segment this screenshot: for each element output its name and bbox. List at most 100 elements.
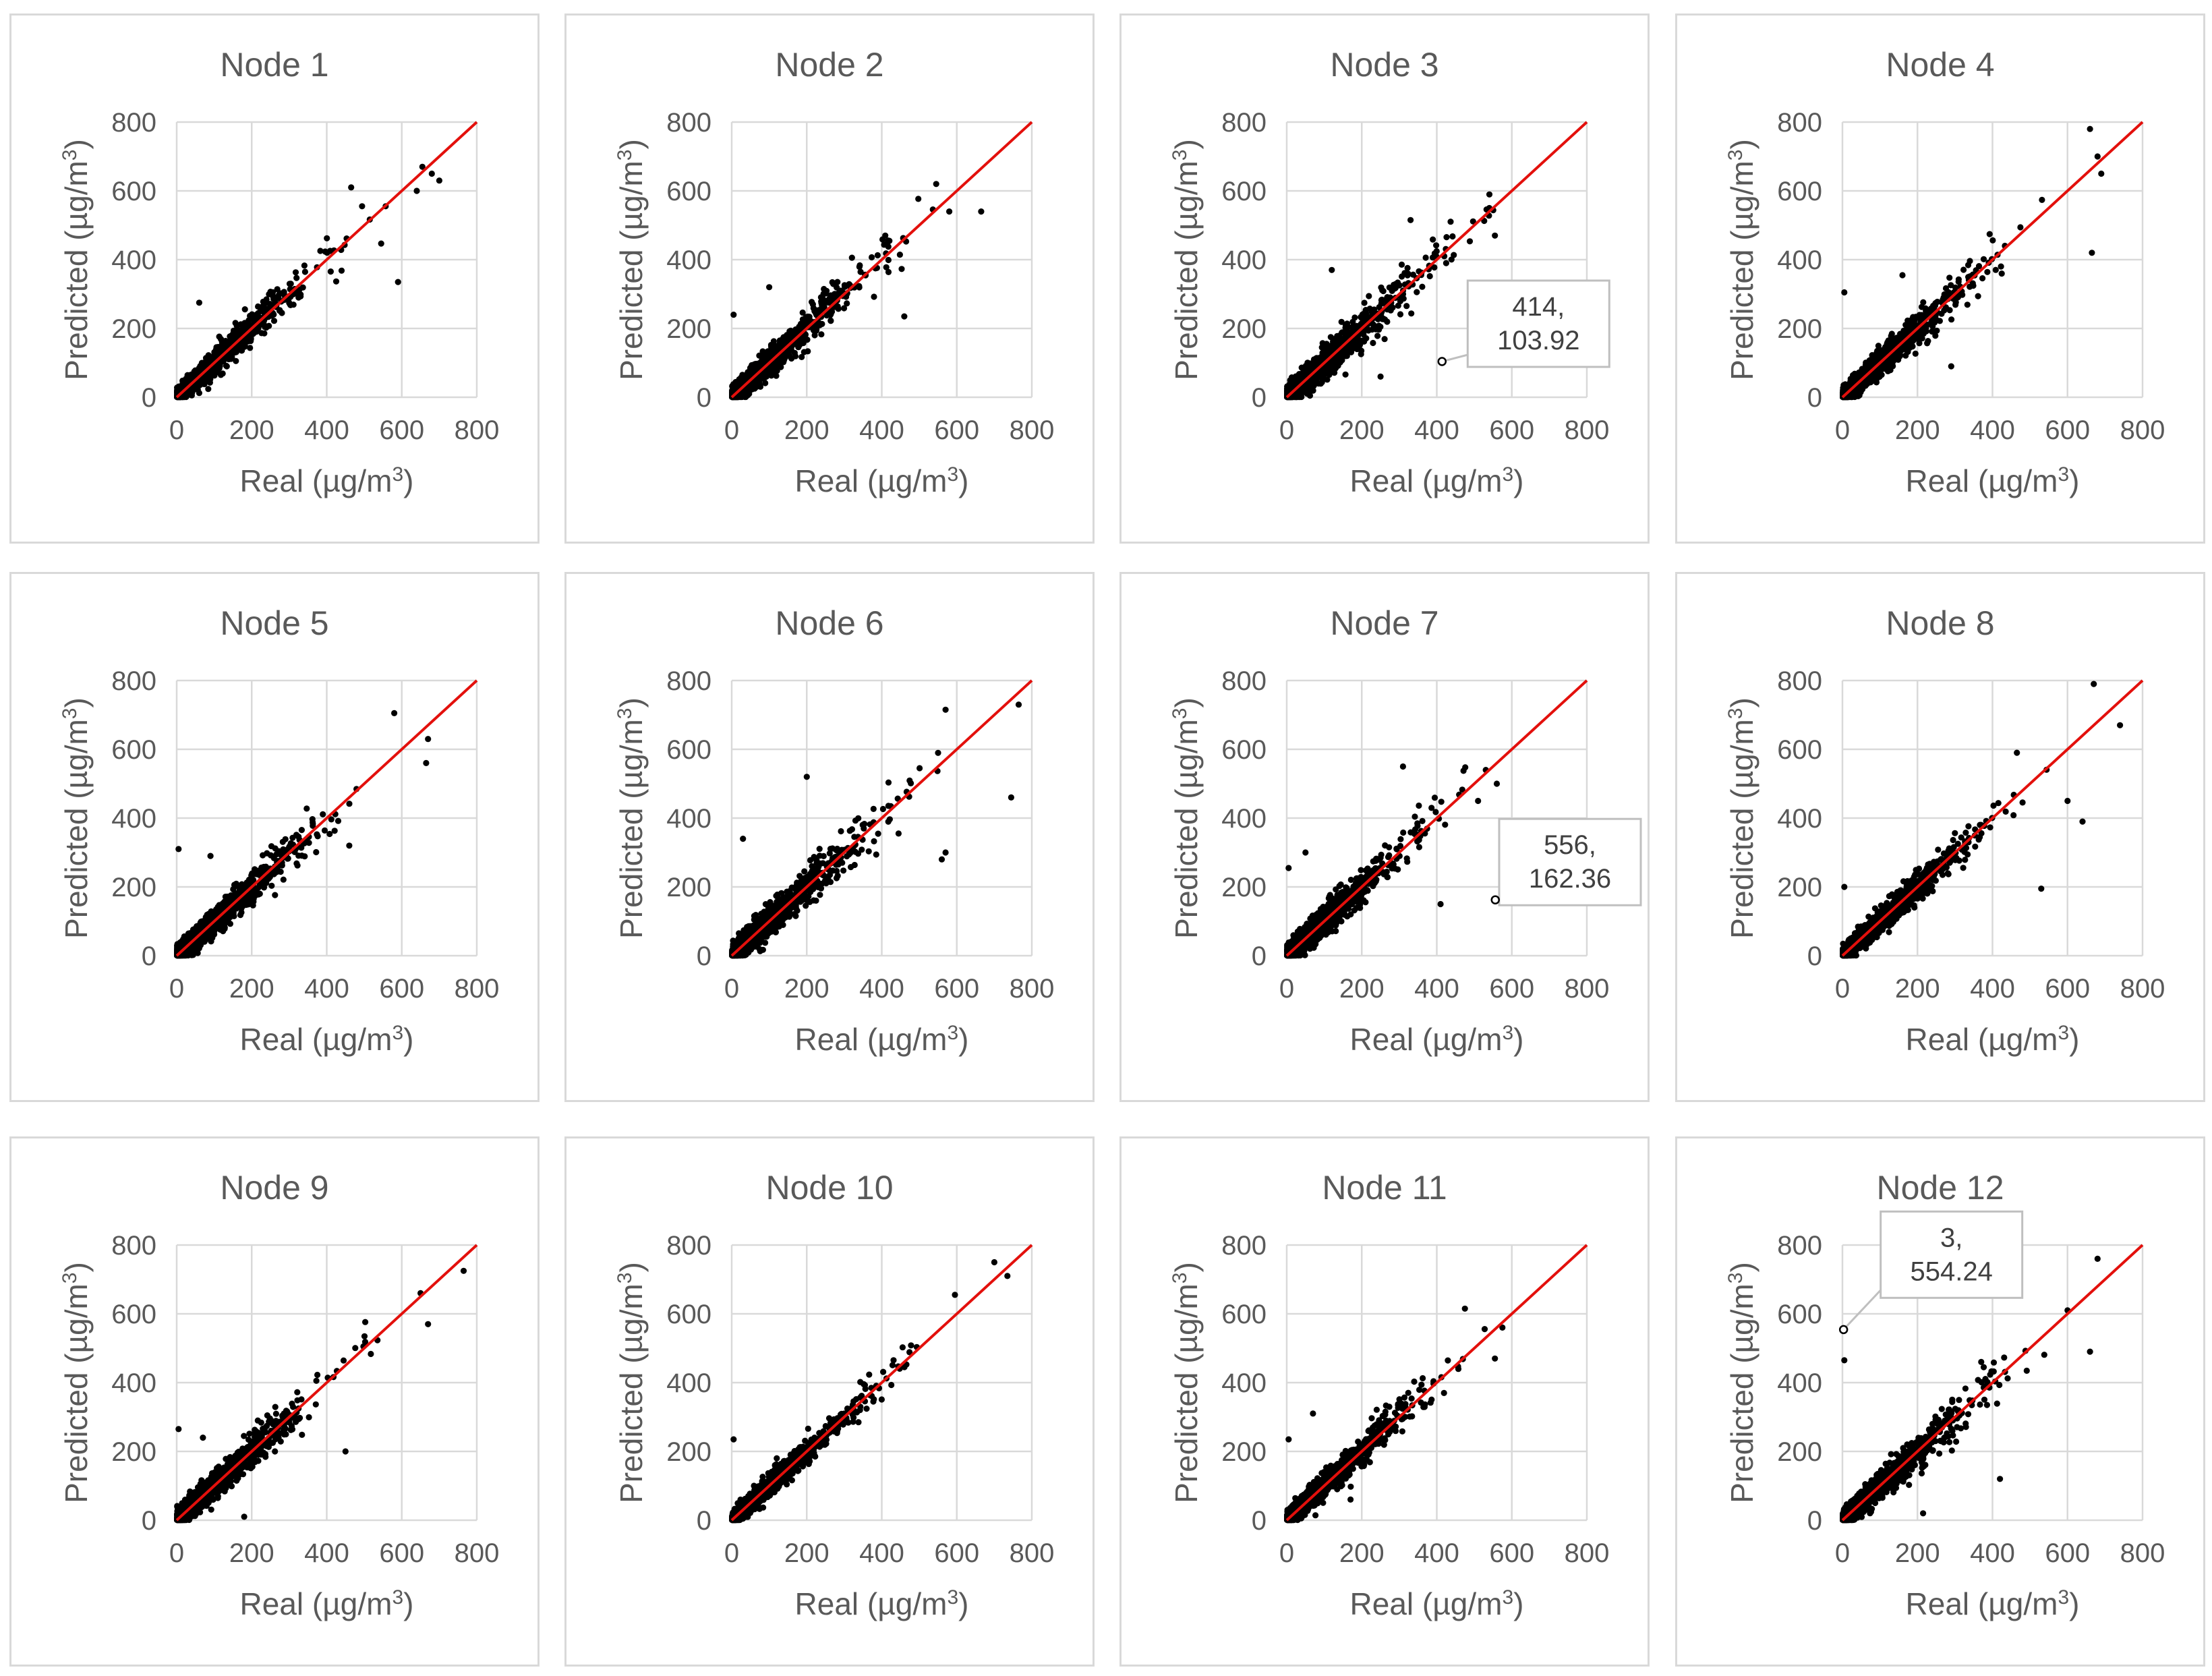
x-tick-label: 0 xyxy=(724,415,739,445)
data-point xyxy=(292,269,299,276)
data-point xyxy=(237,321,244,328)
data-point xyxy=(844,300,850,307)
x-tick-label: 400 xyxy=(1414,415,1459,445)
data-point xyxy=(258,304,265,310)
data-point xyxy=(788,355,795,362)
callout-text: 414, xyxy=(1512,292,1565,322)
y-tick-label: 200 xyxy=(1221,314,1267,344)
data-point xyxy=(1310,383,1316,390)
x-tick-label: 200 xyxy=(229,415,274,445)
data-point xyxy=(287,281,294,287)
data-point xyxy=(233,357,239,364)
data-point xyxy=(1466,238,1474,245)
callout-annotation: 414,103.92 xyxy=(1437,279,1610,368)
data-point xyxy=(885,256,892,264)
data-point xyxy=(301,262,308,269)
data-point xyxy=(297,291,304,298)
data-point xyxy=(800,340,807,347)
reference-line xyxy=(175,121,478,399)
data-point xyxy=(1336,333,1343,339)
y-tick-label: 800 xyxy=(1777,108,1822,138)
data-point xyxy=(1492,232,1498,239)
data-point xyxy=(1374,316,1381,322)
data-point xyxy=(1292,373,1300,380)
data-point xyxy=(1443,234,1450,241)
data-point xyxy=(841,305,848,312)
data-point xyxy=(1338,318,1345,325)
data-point xyxy=(1407,216,1414,223)
data-point xyxy=(359,203,366,210)
data-point xyxy=(736,393,743,401)
data-point xyxy=(765,349,772,355)
data-point xyxy=(801,349,807,355)
data-point xyxy=(1422,254,1429,261)
data-point xyxy=(266,291,272,297)
data-point xyxy=(324,235,330,241)
data-point xyxy=(216,333,223,340)
data-point xyxy=(222,337,229,345)
data-point xyxy=(1449,233,1456,240)
data-point xyxy=(1349,318,1356,325)
callout-box xyxy=(1466,279,1610,368)
x-tick-label: 600 xyxy=(1489,415,1534,445)
data-point xyxy=(1378,296,1385,303)
data-point xyxy=(1377,373,1384,380)
x-tick-label: 800 xyxy=(1010,415,1055,445)
y-tick-label: 0 xyxy=(142,383,156,413)
data-point xyxy=(327,268,334,275)
data-point xyxy=(818,331,825,338)
data-point xyxy=(322,248,328,255)
data-point xyxy=(1342,371,1349,378)
data-point xyxy=(251,329,258,336)
data-point xyxy=(829,279,836,286)
data-point xyxy=(1404,264,1411,271)
data-point xyxy=(1391,281,1397,288)
data-point xyxy=(232,320,239,326)
chart-panel-1: Node 1 0 200 400 600 800 0 200 400 600 800 Real (µg… xyxy=(9,13,540,544)
data-point xyxy=(1306,392,1314,399)
data-point xyxy=(823,290,830,297)
data-point xyxy=(215,350,222,357)
data-point xyxy=(1370,339,1376,347)
data-point xyxy=(1320,376,1328,382)
data-point xyxy=(1998,270,2005,277)
data-point xyxy=(261,330,268,337)
data-point xyxy=(730,312,737,318)
x-tick-label: 0 xyxy=(1279,415,1294,445)
data-point xyxy=(1397,311,1404,318)
y-tick-label: 0 xyxy=(1252,383,1267,413)
data-point xyxy=(225,354,232,361)
data-point xyxy=(1381,336,1388,343)
data-point xyxy=(332,278,340,285)
data-point xyxy=(1448,256,1455,263)
data-point xyxy=(1403,303,1410,310)
x-axis-title: Real (µg/m3) xyxy=(1906,463,2080,499)
y-tick-label: 200 xyxy=(666,314,711,344)
data-point xyxy=(811,332,818,339)
data-point xyxy=(1341,329,1347,336)
data-point xyxy=(874,252,881,259)
annotated-point xyxy=(1437,357,1447,366)
chart-title: Node 3 xyxy=(1330,46,1438,84)
data-point xyxy=(1358,351,1364,357)
data-point xyxy=(1354,345,1360,353)
data-point xyxy=(788,345,794,352)
data-point xyxy=(270,318,278,324)
x-tick-label: 600 xyxy=(2045,415,2090,445)
data-point xyxy=(896,252,903,258)
data-points xyxy=(729,181,985,401)
data-point xyxy=(419,163,426,170)
data-point xyxy=(378,240,384,247)
chart-title: Node 1 xyxy=(220,46,328,84)
data-point xyxy=(1345,344,1351,351)
data-point xyxy=(827,317,834,324)
data-point xyxy=(1433,242,1440,249)
data-point xyxy=(301,268,308,275)
data-point xyxy=(857,268,864,275)
x-axis-title: Real (µg/m3) xyxy=(1350,463,1524,499)
data-point xyxy=(214,369,221,376)
data-point xyxy=(827,312,834,318)
data-point xyxy=(395,279,401,285)
